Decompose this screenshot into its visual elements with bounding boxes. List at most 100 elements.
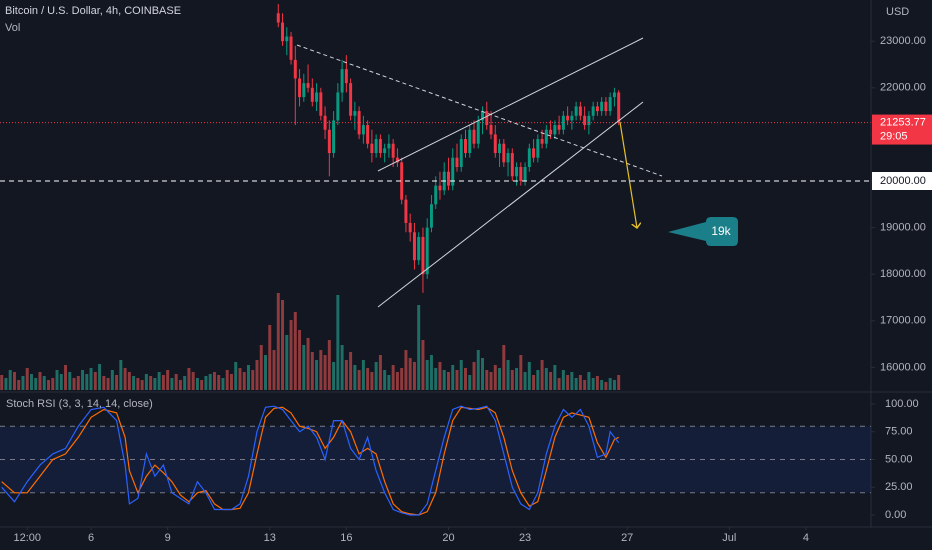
x-tick-label: 16	[340, 532, 352, 544]
forecast-arrow	[619, 121, 637, 228]
volume-bar	[370, 372, 374, 390]
candle-body	[412, 232, 416, 261]
candle-body	[506, 153, 510, 163]
candle-body	[481, 111, 485, 121]
y-tick-label: 25.00	[885, 481, 913, 493]
candle-body	[293, 59, 297, 79]
volume-bar	[374, 362, 378, 390]
volume-bar	[76, 376, 80, 390]
candle-body	[510, 153, 514, 177]
volume-bar	[472, 362, 476, 390]
volume-bar	[493, 365, 497, 390]
candle-body	[310, 87, 314, 102]
candle-body	[434, 185, 438, 205]
volume-bar	[438, 362, 442, 390]
candle-body	[527, 148, 531, 168]
volume-bar	[238, 368, 242, 390]
candle-body	[485, 111, 489, 126]
volume-bar	[464, 368, 467, 390]
volume-bar	[187, 368, 191, 390]
trend-line	[296, 44, 663, 177]
candle-body	[570, 115, 574, 121]
countdown-label: 29:05	[880, 130, 908, 142]
volume-bar	[353, 365, 357, 390]
volume-bar	[340, 345, 344, 390]
volume-bar	[434, 368, 438, 390]
volume-bar	[293, 312, 297, 390]
volume-bar	[455, 370, 459, 390]
candle-body	[595, 106, 599, 112]
candle-body	[617, 92, 621, 123]
y-tick-label: 19000.00	[880, 222, 926, 234]
volume-bar	[21, 376, 25, 390]
volume-bar	[344, 360, 348, 390]
volume-bar	[174, 374, 178, 390]
candle-body	[608, 97, 612, 112]
volume-bar	[544, 368, 548, 390]
volume-bar	[604, 382, 608, 390]
volume-bar	[366, 368, 370, 390]
candle-body	[566, 115, 570, 121]
candle-body	[298, 78, 302, 98]
volume-bar	[208, 374, 212, 390]
volume-bar	[161, 375, 165, 390]
candle-body	[421, 236, 425, 275]
volume-bar	[264, 355, 268, 390]
volume-bar	[315, 360, 319, 390]
volume-bar	[242, 372, 246, 390]
x-tick-label: 6	[88, 532, 94, 544]
y-tick-label: 16000.00	[880, 361, 926, 373]
x-tick-label: Jul	[722, 532, 736, 544]
last-price-label: 21253.77	[880, 116, 926, 128]
y-axis-label: USD	[886, 6, 909, 18]
volume-bar	[200, 380, 204, 390]
candle-body	[315, 92, 319, 102]
trend-line	[377, 101, 644, 308]
x-tick-label: 12:00	[13, 532, 41, 544]
volume-bar	[51, 378, 55, 390]
volume-bar	[17, 380, 21, 390]
candle-body	[604, 101, 608, 112]
volume-bar	[47, 380, 50, 390]
candle-body	[340, 69, 344, 93]
volume-bar	[332, 362, 336, 390]
candle-body	[464, 139, 467, 154]
volume-bar	[425, 360, 429, 390]
volume-bar	[157, 372, 161, 390]
candle-body	[349, 83, 353, 116]
volume-bar	[595, 376, 599, 390]
candle-body	[591, 106, 595, 116]
candle-body	[532, 148, 536, 158]
volume-bar	[561, 370, 565, 390]
volume-bar	[327, 340, 331, 390]
y-tick-label: 23000.00	[880, 35, 926, 47]
volume-bar	[323, 355, 327, 390]
volume-bar	[536, 370, 540, 390]
y-tick-label: 17000.00	[880, 315, 926, 327]
volume-bar	[119, 360, 123, 390]
volume-bar	[532, 375, 536, 390]
candle-body	[285, 36, 289, 42]
volume-bar	[357, 370, 361, 390]
candle-body	[502, 143, 506, 163]
candle-body	[468, 129, 472, 154]
volume-bar	[612, 380, 616, 390]
y-tick-label: 0.00	[885, 509, 906, 521]
volume-bar	[110, 370, 114, 390]
candle-body	[451, 157, 455, 186]
volume-bar	[72, 378, 76, 390]
volume-bar	[378, 355, 382, 390]
volume-bar	[12, 372, 16, 390]
candle-body	[417, 236, 421, 261]
volume-bar	[557, 378, 561, 390]
volume-bar	[170, 378, 174, 390]
candle-body	[574, 106, 578, 116]
x-tick-label: 9	[165, 532, 171, 544]
volume-bar	[417, 305, 421, 390]
candle-body	[302, 83, 306, 98]
callout	[668, 217, 738, 246]
volume-bar	[570, 372, 574, 390]
volume-bar	[102, 376, 106, 390]
volume-bar	[429, 355, 433, 390]
